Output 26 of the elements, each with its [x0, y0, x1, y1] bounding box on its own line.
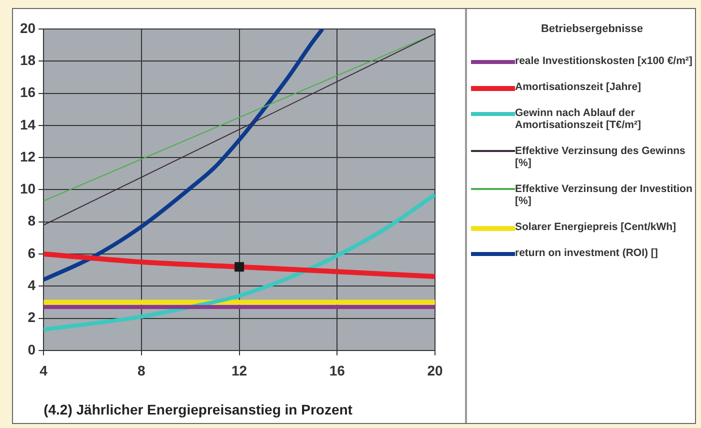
y-tick-label: 18 [20, 52, 36, 68]
legend-label: reale Investitionskosten [x100 €/m²] [515, 55, 692, 67]
legend-label: Effektive Verzinsung des Gewinns [%] [515, 145, 686, 169]
x-axis-title: (4.2) Jährlicher Energiepreisanstieg in Prozent [44, 401, 353, 418]
y-tick-label: 2 [28, 309, 36, 326]
y-tick-label: 0 [28, 341, 36, 358]
legend-label: Gewinn nach Ablauf der Amortisationszeit [T€/m²] [515, 107, 642, 131]
y-tick-label: 20 [20, 20, 36, 36]
y-tick-label: 16 [20, 84, 36, 100]
x-tick-label: 20 [427, 362, 443, 379]
y-tick-label: 4 [28, 276, 36, 293]
x-tick-label: 12 [231, 362, 248, 379]
legend-label: Amortisationszeit [Jahre] [515, 81, 642, 93]
legend-title: Betriebsergebnisse [540, 23, 644, 35]
y-tick-label: 10 [20, 180, 36, 197]
y-tick-label: 12 [20, 148, 36, 164]
legend-label: Solarer Energiepreis [Cent/kWh] [515, 221, 676, 233]
y-tick-label: 8 [28, 212, 36, 229]
line-series [44, 29, 324, 282]
x-tick-label: 8 [138, 362, 146, 379]
x-tick-label: 16 [329, 362, 346, 379]
x-tick-label: 4 [40, 362, 48, 379]
legend-label: return on investment (ROI) [] [515, 247, 658, 259]
y-tick-label: 6 [28, 244, 36, 261]
y-tick-label: 14 [20, 116, 36, 132]
legend-label: Effektive Verzinsung der Investition [%] [515, 183, 693, 207]
